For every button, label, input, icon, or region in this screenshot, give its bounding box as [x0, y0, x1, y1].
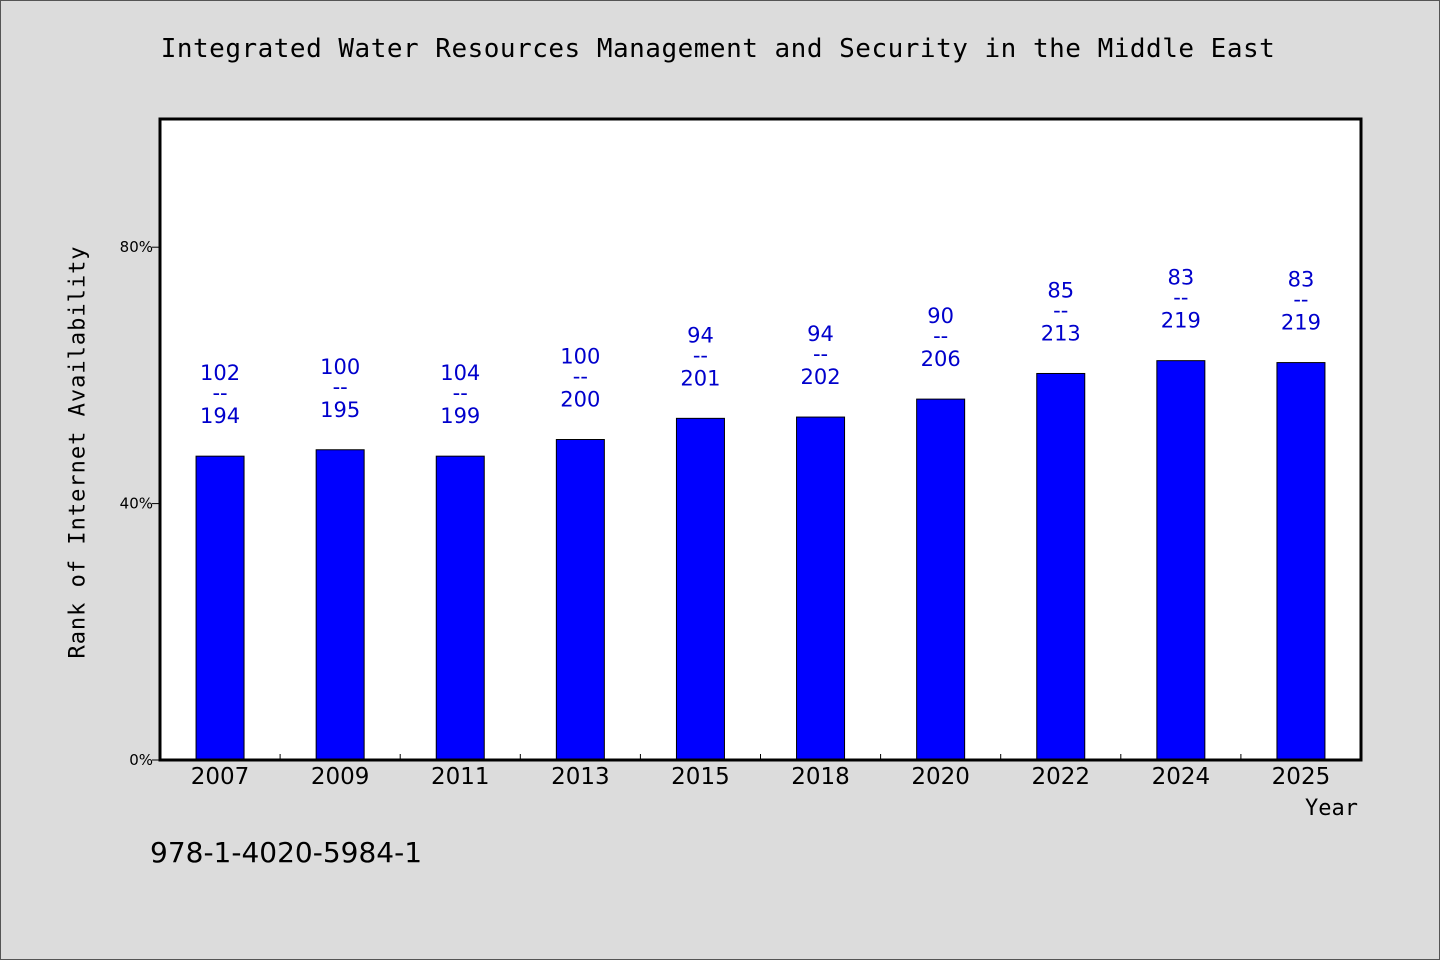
data-label-total: 201: [680, 366, 720, 390]
bar-2007: [195, 455, 245, 761]
data-label-total: 206: [921, 347, 961, 371]
data-label-rank: 85: [1047, 278, 1074, 302]
bar-2025: [1276, 362, 1326, 761]
bar-2018: [796, 416, 846, 761]
x-tick-label: 2022: [1031, 764, 1090, 790]
y-tick-label: 0%: [129, 751, 153, 769]
data-label-separator: --: [933, 324, 948, 348]
data-label-rank: 94: [687, 323, 714, 347]
data-label-total: 213: [1041, 321, 1081, 345]
bar-2024: [1156, 360, 1206, 761]
x-tick-label: 2011: [431, 764, 490, 790]
x-axis-label: Year: [1305, 796, 1358, 821]
data-labels-group: 102--194100--195104--199100--20094--2019…: [200, 266, 1321, 429]
bar-2011: [435, 455, 485, 761]
bar-2015: [675, 417, 725, 761]
x-tick-label: 2018: [791, 764, 850, 790]
data-label-rank: 102: [200, 361, 240, 385]
data-label-rank: 83: [1167, 266, 1194, 290]
data-label-rank: 104: [440, 361, 480, 385]
data-label-total: 219: [1161, 309, 1201, 333]
bar-2009: [315, 449, 365, 761]
data-label-rank: 100: [320, 355, 360, 379]
y-axis: 0% 40% 80%: [120, 238, 160, 769]
plot-border: [158, 117, 1363, 762]
data-label-separator: --: [813, 342, 828, 366]
y-tick-label: 80%: [120, 238, 153, 256]
x-tick-label: 2024: [1152, 764, 1211, 790]
data-label-total: 200: [560, 388, 600, 412]
data-label-separator: --: [212, 381, 227, 405]
data-label-rank: 90: [927, 304, 954, 328]
chart-title: Integrated Water Resources Management an…: [160, 34, 1276, 64]
data-label-separator: --: [453, 381, 468, 405]
data-label-total: 194: [200, 404, 240, 428]
data-label-separator: --: [693, 343, 708, 367]
bar-2020: [916, 398, 966, 761]
bar-2013: [555, 439, 605, 761]
x-tick-label: 2015: [671, 764, 730, 790]
data-label-rank: 94: [807, 322, 834, 346]
x-tick-label: 2007: [191, 764, 250, 790]
x-tick-label: 2009: [311, 764, 370, 790]
data-label-separator: --: [1293, 288, 1308, 312]
data-label-total: 219: [1281, 311, 1321, 335]
data-label-separator: --: [1053, 298, 1068, 322]
data-label-total: 202: [801, 365, 841, 389]
x-tick-label: 2025: [1272, 764, 1331, 790]
y-tick-label: 40%: [120, 495, 153, 513]
data-label-rank: 83: [1288, 268, 1315, 292]
data-label-separator: --: [333, 375, 348, 399]
data-label-total: 195: [320, 398, 360, 422]
data-label-separator: --: [573, 365, 588, 389]
data-label-total: 199: [440, 404, 480, 428]
isbn-text: 978-1-4020-5984-1: [150, 836, 423, 869]
x-tick-label: 2020: [911, 764, 970, 790]
bars-group: [195, 360, 1326, 761]
x-tick-label: 2013: [551, 764, 610, 790]
data-label-rank: 100: [560, 345, 600, 369]
bar-2022: [1036, 372, 1086, 761]
x-axis: 2007 2009 2011 2013 2015 2018 2020 2022 2024 2025: [191, 754, 1330, 790]
data-label-separator: --: [1173, 286, 1188, 310]
